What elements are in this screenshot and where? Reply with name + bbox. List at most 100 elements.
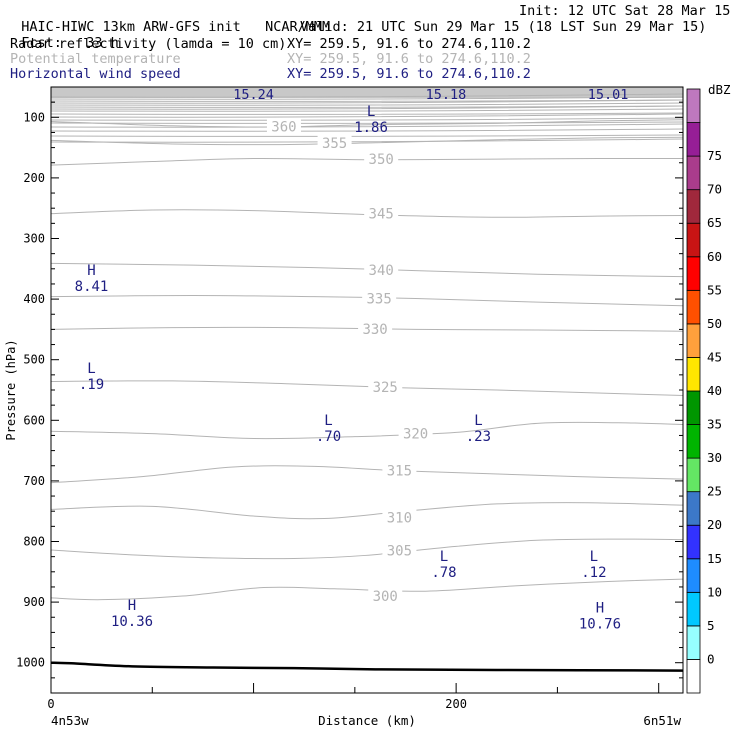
theta-contour-310 <box>51 502 683 520</box>
theta-label-bg-355 <box>317 134 352 150</box>
upper-contour-line <box>51 96 683 100</box>
upper-contour-line <box>51 134 683 137</box>
upper-band-fill <box>51 87 683 98</box>
colorbar-label: 65 <box>707 215 722 230</box>
colorbar-swatch <box>686 256 701 291</box>
y-tick-label: 100 <box>23 110 45 124</box>
wind-extremum-value: .78 <box>431 565 456 581</box>
x-axis-label: Distance (km) <box>318 713 416 728</box>
field-name-reflectivity: Radar reflectivity (lamda = 10 cm) <box>10 36 287 52</box>
field-xy-reflectivity: XY= 259.5, 91.6 to 274.6,110.2 <box>287 36 531 52</box>
field-xy-wind: XY= 259.5, 91.6 to 274.6,110.2 <box>287 66 531 82</box>
y-tick-label: 1000 <box>16 656 45 670</box>
theta-label-335: 335 <box>367 291 392 307</box>
colorbar-label: 75 <box>707 148 722 163</box>
terrain-line <box>50 661 684 672</box>
theta-label-bg-360 <box>266 118 301 134</box>
colorbar-swatch <box>686 122 701 157</box>
wind-extremum-high-marker: H <box>128 598 136 614</box>
valid-time: Valid: 21 UTC Sun 29 Mar 15 (18 LST Sun … <box>300 19 707 35</box>
colorbar-swatch <box>686 289 701 325</box>
colorbar-swatch <box>686 323 701 358</box>
x-axis: 0 200 <box>47 683 660 711</box>
y-tick-label: 700 <box>23 474 45 488</box>
theta-contour-315 <box>51 465 683 484</box>
upper-contour-line <box>51 108 683 112</box>
field-name-wind: Horizontal wind speed <box>10 66 181 82</box>
theta-label-bg-300 <box>368 588 403 604</box>
theta-contour-300 <box>51 578 683 601</box>
upper-contour-line <box>51 113 683 118</box>
theta-contour-325 <box>51 380 683 396</box>
y-tick-label: 500 <box>23 353 45 367</box>
wind-extremum-low-marker: L <box>87 361 95 377</box>
wind-extremum-low-marker: L <box>367 104 375 120</box>
wind-extremum-high-marker: H <box>596 600 604 616</box>
theta-label-bg-340 <box>364 262 399 278</box>
theta-label-350: 350 <box>369 152 394 168</box>
theta-label-320: 320 <box>403 427 428 443</box>
theta-label-355: 355 <box>322 136 347 152</box>
upper-contour-line <box>51 121 683 124</box>
y-tick-label: 900 <box>23 595 45 609</box>
wind-extremum-value: .12 <box>581 565 606 581</box>
colorbar-swatch <box>686 558 701 593</box>
theta-contour-355 <box>51 136 683 146</box>
theta-label-330: 330 <box>362 322 387 338</box>
colorbar-label: 0 <box>707 651 715 666</box>
wind-extremum-low-marker: L <box>324 413 332 429</box>
colorbar-label: 20 <box>707 517 722 532</box>
theta-contour-360 <box>51 119 683 128</box>
upper-contour-line <box>51 105 683 110</box>
theta-label-305: 305 <box>387 544 412 560</box>
wind-extremum-value: .70 <box>316 429 341 445</box>
field-xy-theta: XY= 259.5, 91.6 to 274.6,110.2 <box>287 51 531 67</box>
wind-top-value: 15.18 <box>426 87 467 103</box>
upper-contour-line <box>51 105 683 108</box>
theta-label-310: 310 <box>387 510 412 526</box>
theta-label-315: 315 <box>387 464 412 480</box>
upper-contour-line <box>51 123 683 128</box>
theta-contour-305 <box>51 538 683 560</box>
theta-label-bg-345 <box>364 205 399 221</box>
theta-label-300: 300 <box>373 589 398 605</box>
colorbar-label: 15 <box>707 551 722 566</box>
colorbar-label: 10 <box>707 584 722 599</box>
terrain-surface <box>50 661 684 672</box>
upper-contour-line <box>51 99 683 104</box>
colorbar-swatch <box>686 390 701 425</box>
colorbar-label: 60 <box>707 249 722 264</box>
wind-extremum-value: 10.76 <box>579 616 621 632</box>
colorbar-label: 35 <box>707 417 722 432</box>
colorbar-swatch <box>686 491 701 526</box>
colorbar-swatch <box>686 424 701 459</box>
x-tick-label: 0 <box>47 697 54 711</box>
x-start-label: 4n53w <box>51 713 89 728</box>
upper-contour-line <box>51 93 683 98</box>
theta-contours: 300 305 310 315 320 325 330 335 340 345 350 355 360 <box>51 118 683 605</box>
wind-extremum-low-marker: L <box>440 549 448 565</box>
theta-label-bg-330 <box>358 320 393 336</box>
y-tick-label: 200 <box>23 171 45 185</box>
colorbar-swatch <box>686 659 701 694</box>
plot-frame <box>50 86 684 694</box>
wind-top-value: 15.24 <box>233 87 274 103</box>
theta-contour-320 <box>51 421 683 440</box>
colorbar-swatch <box>686 591 701 627</box>
theta-label-bg-335 <box>362 290 397 306</box>
wind-speed-labels: 15.24 15.18 15.01L1.86H8.41L.19L.70L.23L.7… <box>75 87 629 632</box>
wind-top-value: 15.01 <box>588 87 629 103</box>
colorbar-label: 45 <box>707 349 722 364</box>
wind-extremum-low-marker: L <box>590 549 598 565</box>
theta-label-bg-325 <box>368 378 403 394</box>
theta-label-bg-320 <box>398 425 433 441</box>
colorbar-label: 30 <box>707 450 722 465</box>
upper-contour-line <box>51 102 683 106</box>
theta-label-360: 360 <box>271 119 296 135</box>
theta-label-325: 325 <box>373 380 398 396</box>
colorbar-label: 55 <box>707 282 722 297</box>
colorbar-unit: dBZ <box>708 82 731 97</box>
upper-contour-line <box>51 112 683 115</box>
colorbar-swatch <box>686 189 701 224</box>
